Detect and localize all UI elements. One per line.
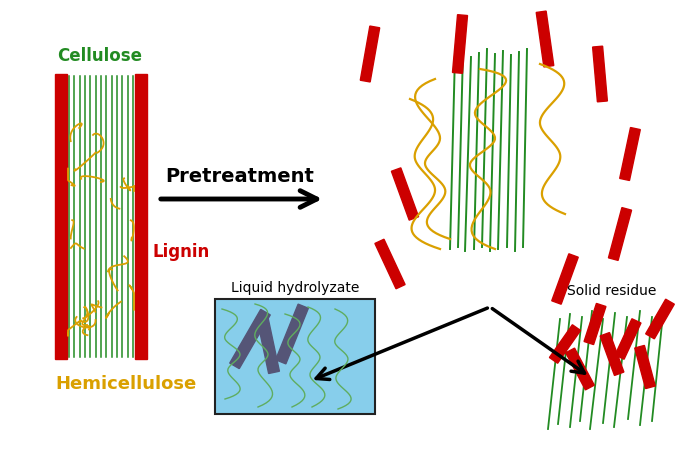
Bar (552, 254, 578, 305)
Bar (135, 75, 147, 359)
Bar (392, 169, 418, 221)
Text: Liquid hydrolyzate: Liquid hydrolyzate (231, 281, 359, 294)
Text: Solid residue: Solid residue (567, 283, 657, 297)
Text: Hemicellulose: Hemicellulose (55, 374, 196, 392)
Bar (375, 240, 405, 289)
Bar (646, 300, 675, 339)
Bar (55, 75, 67, 359)
Text: Cellulose: Cellulose (57, 47, 142, 65)
Bar (229, 310, 270, 369)
Bar (584, 304, 606, 345)
Bar (609, 208, 631, 261)
Bar (453, 16, 468, 74)
Bar (600, 333, 624, 375)
Bar (615, 319, 641, 359)
Text: Lignin: Lignin (152, 242, 210, 260)
Bar (275, 305, 308, 364)
Bar (256, 315, 280, 374)
Bar (537, 12, 554, 68)
Bar (635, 346, 655, 389)
Bar (215, 300, 375, 414)
Bar (360, 27, 380, 83)
Bar (565, 348, 594, 390)
Bar (550, 325, 581, 363)
Bar (593, 47, 607, 103)
Bar (620, 128, 640, 181)
Text: Pretreatment: Pretreatment (165, 167, 314, 186)
